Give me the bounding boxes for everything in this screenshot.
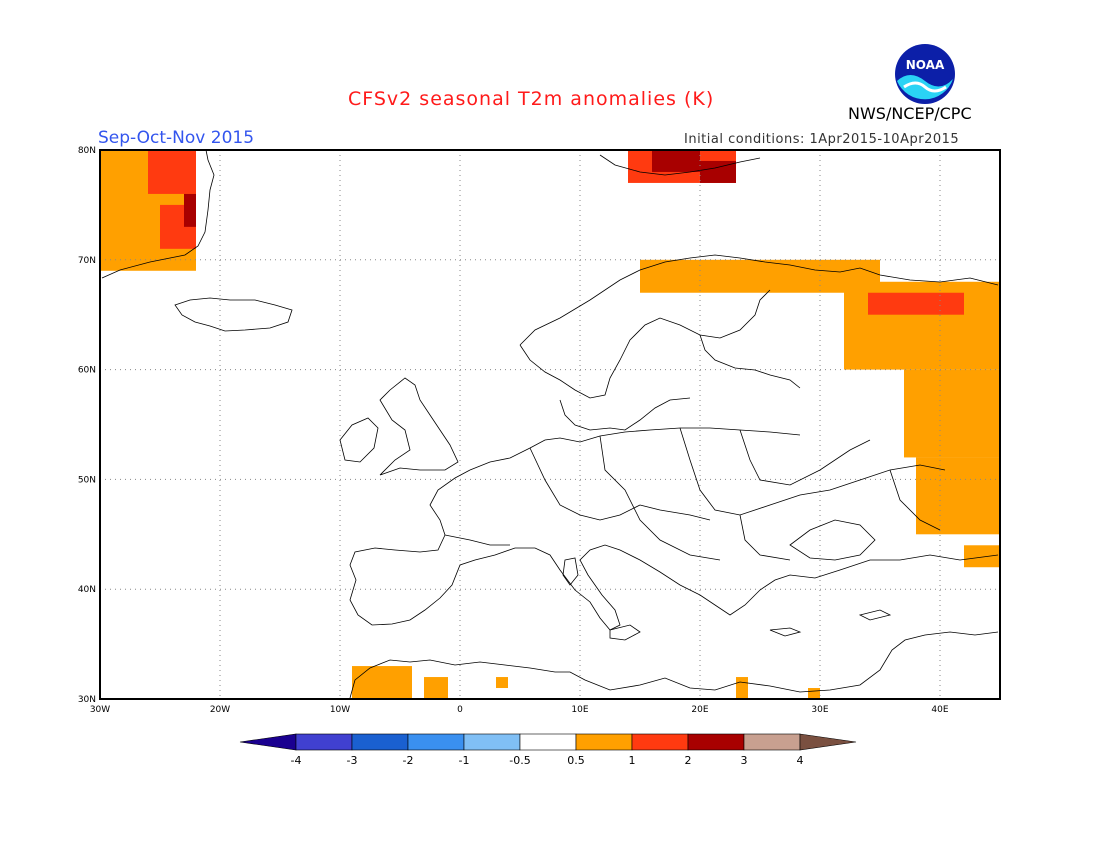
colorbar-box — [631, 733, 689, 751]
coastlines — [101, 149, 999, 699]
lon-tick-label: 0 — [457, 705, 463, 715]
colorbar-tick-label: -0.5 — [509, 754, 530, 767]
colorbar-tick-label: -4 — [291, 754, 302, 767]
anomaly-map: 30N 40N 50N 60N 70N 80N 30W 20W 10W 0 10E 20E 30E 40E — [78, 146, 1001, 715]
anomaly-cell — [184, 193, 196, 227]
anomaly-cell — [904, 369, 1000, 458]
lon-tick-label: 10W — [330, 705, 350, 715]
lat-tick-label: 50N — [78, 475, 96, 485]
axis-labels: 30N 40N 50N 60N 70N 80N 30W 20W 10W 0 10E 20E 30E 40E — [78, 146, 949, 715]
gridlines — [100, 150, 1000, 699]
colorbar-box — [687, 733, 745, 751]
colorbar-tick-label: 1 — [629, 754, 636, 767]
organization-label: NWS/NCEP/CPC — [848, 104, 972, 123]
lon-tick-label: 10E — [571, 705, 588, 715]
colorbar-tick-label: 0.5 — [567, 754, 585, 767]
lon-tick-label: 20W — [210, 705, 230, 715]
lon-tick-label: 30W — [90, 705, 110, 715]
colorbar-tick-label: -3 — [347, 754, 358, 767]
anomaly-cell — [808, 688, 820, 699]
anomaly-cell — [148, 150, 196, 194]
colorbar-box — [295, 733, 353, 751]
colorbar-tick-label: -2 — [403, 754, 414, 767]
colorbar-box — [519, 733, 577, 751]
anomaly-cell — [640, 259, 880, 293]
anomaly-cell — [868, 292, 964, 315]
anomaly-cell — [352, 666, 412, 699]
lat-tick-label: 80N — [78, 146, 96, 156]
lat-tick-label: 60N — [78, 366, 96, 376]
lon-tick-label: 40E — [931, 705, 948, 715]
colorbar-box — [743, 733, 801, 751]
colorbar-box — [575, 733, 633, 751]
season-label: Sep-Oct-Nov 2015 — [98, 128, 255, 148]
anomaly-cell — [916, 457, 1000, 535]
anomaly-cell — [424, 677, 448, 699]
colorbar-box — [351, 733, 409, 751]
colorbar-box — [463, 733, 521, 751]
initial-conditions-label: Initial conditions: 1Apr2015-10Apr2015 — [684, 132, 960, 147]
lon-tick-label: 30E — [811, 705, 828, 715]
anomaly-cell — [964, 545, 1000, 568]
colorbar-tick-label: 4 — [797, 754, 804, 767]
anomaly-cell — [652, 150, 700, 172]
colorbar-tick-label: 2 — [685, 754, 692, 767]
chart-title: CFSv2 seasonal T2m anomalies (K) — [348, 88, 715, 110]
colorbar-low-arrow — [239, 733, 297, 751]
lat-tick-label: 30N — [78, 695, 96, 705]
colorbar-high-arrow — [799, 733, 857, 751]
lat-tick-label: 40N — [78, 585, 96, 595]
anomaly-cell — [496, 677, 508, 689]
colorbar-box — [407, 733, 465, 751]
noaa-logo-icon: NOAA — [895, 44, 955, 104]
map-frame — [99, 149, 1001, 700]
colorbar-tick-label: 3 — [741, 754, 748, 767]
anomaly-cell — [700, 160, 736, 183]
colorbar-tick-label: -1 — [459, 754, 470, 767]
anomaly-cells — [100, 150, 1000, 699]
logo-text: NOAA — [906, 58, 945, 72]
lat-tick-label: 70N — [78, 256, 96, 266]
lon-tick-label: 20E — [691, 705, 708, 715]
